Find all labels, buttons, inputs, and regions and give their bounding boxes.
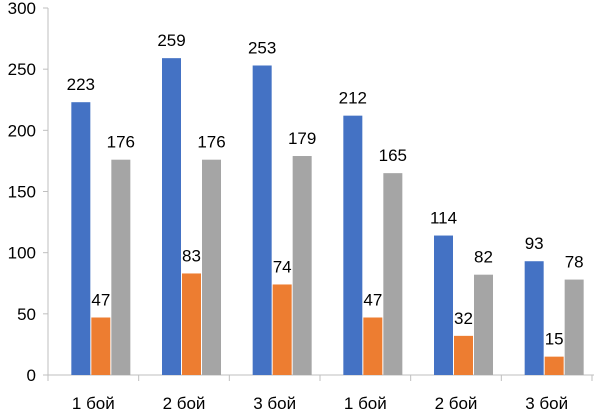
bar-series-3 (111, 159, 131, 375)
x-tick-label: 3 бой (253, 394, 296, 413)
y-tick-label: 300 (8, 0, 36, 18)
bar-series-1 (434, 235, 453, 375)
data-label: 176 (107, 133, 135, 152)
bar-series-2 (363, 317, 383, 375)
x-tick-label: 1 бой (344, 394, 387, 413)
bar-series-2 (91, 317, 111, 375)
x-tick-label: 2 бой (163, 394, 206, 413)
bar-series-1 (162, 58, 181, 375)
y-tick-label: 100 (8, 244, 36, 263)
data-label: 47 (91, 291, 110, 310)
data-label: 165 (379, 146, 407, 165)
x-tick-label: 1 бой (72, 394, 115, 413)
y-tick-label: 250 (8, 60, 36, 79)
data-label: 74 (273, 257, 292, 276)
bar-series-3 (202, 159, 221, 375)
y-tick-label: 200 (8, 121, 36, 140)
y-tick-label: 0 (27, 366, 36, 385)
bar-series-1 (252, 65, 272, 375)
bar-series-3 (292, 156, 312, 375)
x-tick-label: 2 бой (435, 394, 478, 413)
data-label: 176 (197, 133, 225, 152)
bar-series-2 (544, 356, 564, 375)
data-label: 47 (363, 291, 382, 310)
bar-series-1 (343, 115, 363, 376)
data-label: 259 (157, 31, 185, 50)
data-label: 253 (248, 38, 276, 57)
bar-series-1 (71, 102, 91, 376)
data-label: 32 (454, 309, 473, 328)
bar-series-1 (524, 261, 544, 375)
data-label: 114 (430, 209, 457, 228)
data-label: 83 (182, 246, 201, 265)
x-tick-label: 3 бой (525, 394, 568, 413)
bar-series-3 (383, 173, 403, 375)
data-label: 93 (525, 234, 544, 253)
y-tick-label: 50 (17, 305, 36, 324)
data-label: 179 (288, 129, 316, 148)
y-tick-label: 150 (8, 183, 36, 202)
bar-series-2 (272, 284, 292, 375)
data-label: 78 (565, 253, 584, 272)
data-label: 223 (67, 75, 95, 94)
bar-series-3 (474, 274, 493, 375)
data-label: 212 (339, 89, 367, 108)
bar-series-2 (182, 273, 201, 375)
bar-series-3 (564, 279, 584, 375)
data-label: 15 (545, 330, 564, 349)
data-label: 82 (474, 248, 493, 267)
bar-series-2 (454, 335, 473, 375)
